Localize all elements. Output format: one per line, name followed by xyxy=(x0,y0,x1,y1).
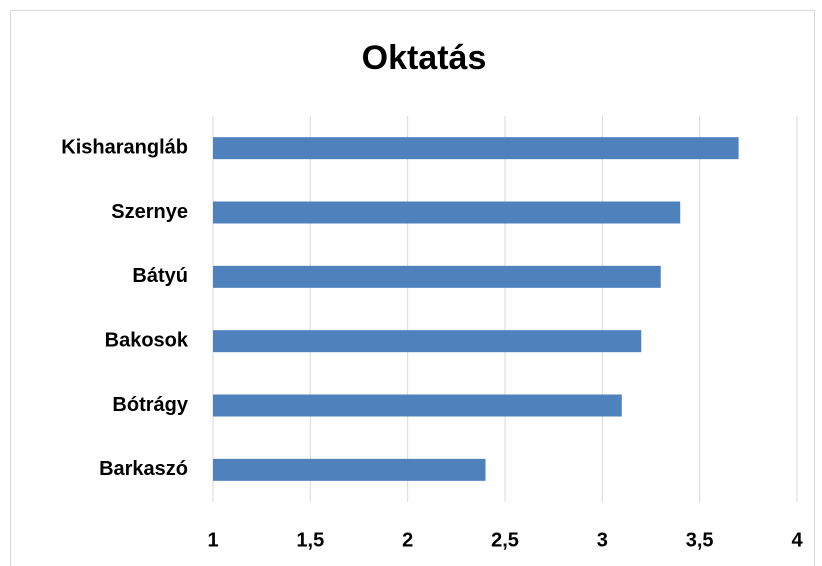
x-tick-label: 2,5 xyxy=(491,529,519,551)
y-tick-label: Barkaszó xyxy=(99,458,188,480)
bar xyxy=(213,330,642,353)
y-tick-label: Szernye xyxy=(111,201,188,223)
x-tick-label: 3,5 xyxy=(686,529,714,551)
y-tick-label: Bátyú xyxy=(132,265,188,287)
x-tick-label: 1 xyxy=(207,529,218,551)
x-tick-label: 4 xyxy=(791,529,803,551)
bar xyxy=(213,265,661,288)
bar xyxy=(213,458,486,481)
y-tick-label: Bakosok xyxy=(105,329,189,351)
x-tick-label: 3 xyxy=(597,529,608,551)
bar xyxy=(213,201,681,224)
x-tick-label: 2 xyxy=(402,529,413,551)
y-tick-label: Kisharangláb xyxy=(61,136,188,158)
y-tick-label: Bótrágy xyxy=(112,394,188,416)
chart-title: Oktatás xyxy=(362,39,487,77)
bar xyxy=(213,137,739,160)
x-tick-label: 1,5 xyxy=(296,529,324,551)
bar xyxy=(213,394,622,417)
chart-border xyxy=(10,10,815,566)
